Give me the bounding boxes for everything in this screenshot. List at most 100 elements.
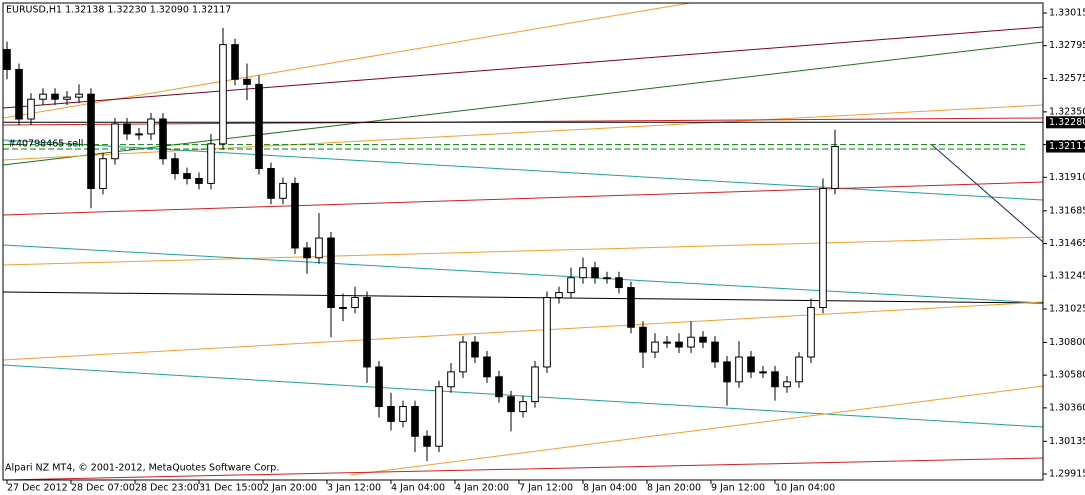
candle-body <box>675 341 683 348</box>
candle-body <box>75 93 83 98</box>
candle-body <box>159 118 167 160</box>
candle-body <box>531 366 539 403</box>
candle-body <box>279 182 287 199</box>
candle-body <box>231 44 239 80</box>
candle-body <box>603 277 611 280</box>
y-tick-label: 1.30360 <box>1049 402 1085 413</box>
candle-body <box>399 406 407 422</box>
candle-body <box>507 396 515 413</box>
candle-body <box>123 123 131 135</box>
candle-body <box>375 366 383 408</box>
candle-body <box>567 277 575 294</box>
candle-body <box>759 371 767 374</box>
y-tick-label: 1.30800 <box>1049 337 1085 348</box>
candle-body <box>459 341 467 373</box>
trendline <box>2 291 1044 304</box>
candle-body <box>639 326 647 353</box>
y-tick-label: 1.30135 <box>1049 436 1085 447</box>
candle-body <box>27 98 35 120</box>
candle-body <box>363 296 371 368</box>
x-tick-label: 31 Dec 15:00 <box>199 483 263 494</box>
y-tick-label: 1.31910 <box>1049 172 1085 183</box>
trendline <box>2 301 1044 361</box>
y-tick-label: 1.30580 <box>1049 370 1085 381</box>
y-tick-label: 1.31685 <box>1049 205 1085 216</box>
candle-body <box>315 237 323 259</box>
candle-body <box>435 386 443 447</box>
y-tick-label: 1.31245 <box>1049 271 1085 282</box>
candle-body <box>687 336 695 348</box>
candle-body <box>351 296 359 308</box>
x-tick-label: 4 Jan 20:00 <box>455 483 509 494</box>
x-tick-label: 8 Jan 04:00 <box>583 483 637 494</box>
y-tick-label: 1.33015 <box>1049 7 1085 18</box>
chart-title: EURUSD,H1 1.32138 1.32230 1.32090 1.3211… <box>6 5 231 16</box>
x-tick-label: 4 Jan 04:00 <box>391 483 445 494</box>
candle-body <box>183 173 191 180</box>
candle-body <box>771 371 779 388</box>
x-tick-label: 2 Jan 20:00 <box>263 483 317 494</box>
candle-body <box>483 356 491 378</box>
trendline <box>2 26 1044 109</box>
candle-body <box>423 435 431 447</box>
trendline <box>2 244 1044 304</box>
candle-body <box>471 341 479 358</box>
candle-body <box>219 44 227 145</box>
candle-body <box>543 296 551 368</box>
candle-body <box>807 306 815 358</box>
candle-body <box>339 306 347 309</box>
price-label: 1.32117 <box>1049 141 1085 152</box>
candle-body <box>243 78 251 85</box>
candle-body <box>495 376 503 398</box>
x-tick-label: 28 Dec 23:00 <box>135 483 199 494</box>
y-tick-label: 1.29915 <box>1049 469 1085 480</box>
y-tick-label: 1.32795 <box>1049 40 1085 51</box>
trendline <box>2 139 1044 201</box>
candle-body <box>735 356 743 383</box>
candle-body <box>195 178 203 184</box>
candle-body <box>99 158 107 189</box>
trendline <box>2 104 1044 161</box>
candle-body <box>795 356 803 383</box>
candle-body <box>135 133 143 136</box>
candle-body <box>663 341 671 344</box>
candle-body <box>171 158 179 175</box>
trendline <box>2 117 1044 126</box>
candle-body <box>327 237 335 308</box>
candle-body <box>87 93 95 189</box>
candle-body <box>111 123 119 160</box>
candle-body <box>291 182 299 249</box>
candle-body <box>387 406 395 422</box>
candle-body <box>51 93 59 100</box>
y-tick-label: 1.31025 <box>1049 303 1085 314</box>
x-tick-label: 8 Jan 20:00 <box>647 483 701 494</box>
candle-body <box>783 381 791 388</box>
x-tick-label: 3 Jan 12:00 <box>327 483 381 494</box>
plot <box>3 27 1043 462</box>
trendline <box>931 144 1044 243</box>
trendline <box>349 385 1044 476</box>
candle-body <box>39 93 47 100</box>
candle-body <box>591 267 599 279</box>
candle-body <box>411 406 419 437</box>
x-tick-label: 7 Jan 12:00 <box>519 483 573 494</box>
x-tick-label: 27 Dec 2012 <box>7 483 68 494</box>
x-tick-label: 9 Jan 12:00 <box>711 483 765 494</box>
candle-body <box>303 247 311 259</box>
candle-body <box>819 187 827 308</box>
candle-body <box>579 267 587 279</box>
trendline <box>2 236 1044 266</box>
candle-body <box>447 371 455 388</box>
footer: Alpari NZ MT4, © 2001-2012, MetaQuotes S… <box>5 463 279 474</box>
price-label-box <box>1046 140 1085 153</box>
candle-body <box>831 146 839 189</box>
candle-body <box>555 292 563 298</box>
candle-body <box>627 287 635 328</box>
candle-body <box>711 341 719 363</box>
price-label: 1.32280 <box>1049 117 1085 128</box>
candle-body <box>747 356 755 373</box>
candle-body <box>615 277 623 289</box>
y-tick-label: 1.32575 <box>1049 73 1085 84</box>
